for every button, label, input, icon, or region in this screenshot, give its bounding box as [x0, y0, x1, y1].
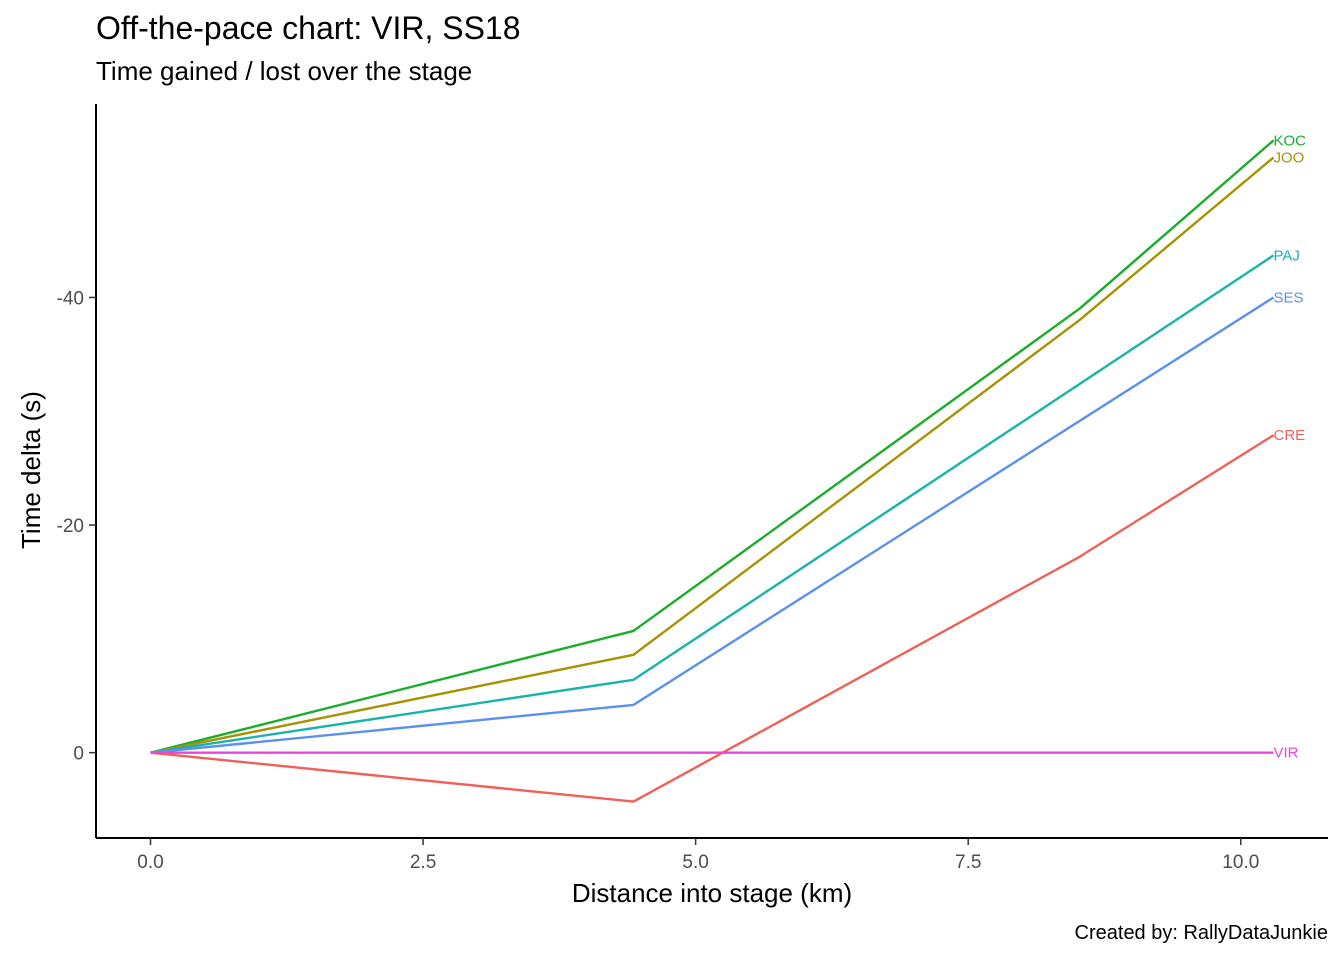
x-tick-label: 0.0 — [137, 852, 163, 873]
series-label-paj: PAJ — [1273, 247, 1299, 264]
chart-subtitle: Time gained / lost over the stage — [96, 56, 473, 86]
y-axis-title: Time delta (s) — [16, 391, 46, 549]
y-tick-label: 0 — [73, 744, 84, 765]
series-label-joo: JOO — [1273, 149, 1304, 166]
series-label-vir: VIR — [1273, 745, 1298, 762]
series-line-ses — [150, 296, 1275, 754]
series-line-joo — [150, 156, 1275, 754]
y-tick-label: -20 — [57, 516, 84, 537]
axes: 0.0 2.5 5.0 7.5 10.0 0 -20 -40 — [57, 104, 1328, 873]
series-label-ses: SES — [1273, 289, 1303, 306]
chart-title: Off-the-pace chart: VIR, SS18 — [96, 10, 521, 46]
series-label-koc: KOC — [1273, 132, 1306, 149]
x-tick-label: 7.5 — [955, 852, 981, 873]
x-tick-label: 5.0 — [682, 852, 708, 873]
series-lines — [150, 139, 1275, 803]
series-label-cre: CRE — [1273, 427, 1305, 444]
x-axis-title: Distance into stage (km) — [572, 878, 852, 908]
x-tick-label: 2.5 — [410, 852, 436, 873]
x-tick-label: 10.0 — [1222, 852, 1259, 873]
series-line-paj — [150, 254, 1275, 754]
y-tick-label: -40 — [57, 288, 84, 309]
series-line-cre — [150, 434, 1275, 803]
chart-caption: Created by: RallyDataJunkie — [1074, 922, 1328, 944]
series-line-koc — [150, 139, 1275, 754]
